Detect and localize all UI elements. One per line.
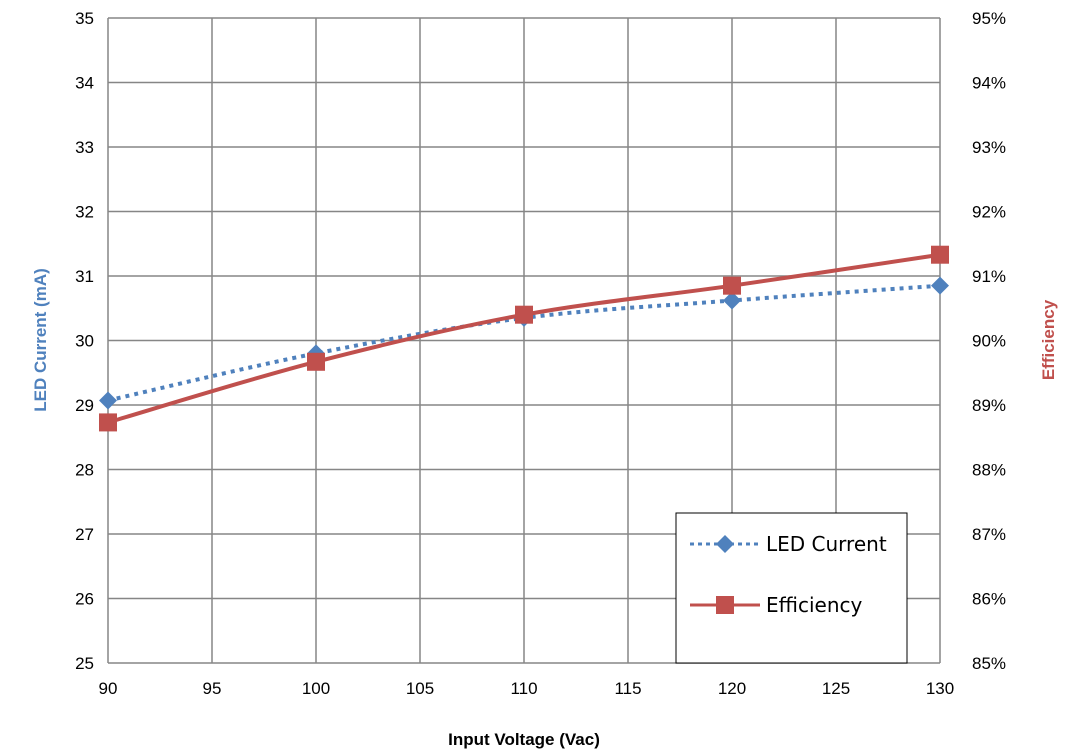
data-point-square	[99, 413, 117, 432]
y-axis-right-title: Efficiency	[1039, 299, 1058, 380]
data-point-square	[723, 276, 741, 295]
x-tick-label: 130	[926, 679, 954, 698]
data-point-square	[515, 305, 533, 324]
data-point-diamond	[723, 291, 741, 310]
y-right-tick-label: 90%	[972, 332, 1006, 351]
y-right-tick-label: 93%	[972, 138, 1006, 157]
x-tick-label: 105	[406, 679, 434, 698]
legend-led-current-label: LED Current	[766, 532, 887, 556]
y-left-tick-label: 28	[75, 461, 94, 480]
y-left-tick-label: 30	[75, 332, 94, 351]
legend-efficiency-label: Efficiency	[766, 593, 863, 617]
legend-item-efficiency: Efficiency	[690, 593, 863, 617]
x-tick-label: 95	[203, 679, 222, 698]
y-right-tick-label: 94%	[972, 74, 1006, 93]
x-tick-label: 125	[822, 679, 850, 698]
x-tick-label: 115	[614, 679, 641, 698]
x-tick-label: 120	[718, 679, 746, 698]
y-right-tick-label: 86%	[972, 590, 1006, 609]
series-1	[99, 245, 949, 432]
data-point-square	[931, 245, 949, 264]
y-right-tick-label: 88%	[972, 461, 1006, 480]
legend-led-current-marker	[716, 535, 734, 553]
grid	[107, 17, 941, 664]
data-point-diamond	[931, 276, 949, 295]
y-left-tick-label: 34	[75, 74, 94, 93]
y-right-tick-label: 87%	[972, 525, 1006, 544]
y-left-tick-label: 32	[75, 203, 94, 222]
tick-labels: 90 95 100 105 110 115 120 125 130 25 26 27 28 29 30 31 3…	[75, 9, 1006, 698]
y-right-tick-label: 95%	[972, 9, 1006, 28]
x-tick-label: 100	[302, 679, 330, 698]
y-axis-left-title: LED Current (mA)	[31, 268, 50, 412]
y-left-tick-label: 26	[75, 590, 94, 609]
y-left-tick-label: 29	[75, 396, 94, 415]
x-tick-label: 110	[510, 679, 537, 698]
data-point-square	[307, 352, 325, 371]
y-right-tick-label: 89%	[972, 396, 1006, 415]
x-tick-label: 90	[99, 679, 118, 698]
y-left-tick-label: 35	[75, 9, 94, 28]
legend-item-led-current: LED Current	[690, 532, 887, 556]
series-layer	[99, 245, 949, 432]
legend-box	[675, 512, 908, 664]
y-left-tick-label: 33	[75, 138, 94, 157]
y-right-tick-label: 85%	[972, 654, 1006, 673]
x-axis-title: Input Voltage (Vac)	[448, 730, 600, 749]
y-right-tick-label: 91%	[972, 267, 1006, 286]
y-right-tick-label: 92%	[972, 203, 1006, 222]
data-point-diamond	[99, 391, 117, 410]
y-left-tick-label: 25	[75, 654, 94, 673]
y-left-tick-label: 31	[75, 267, 94, 286]
legend-efficiency-marker	[716, 596, 734, 614]
y-left-tick-label: 27	[75, 525, 94, 544]
legend: LED Current Efficiency	[675, 512, 908, 664]
